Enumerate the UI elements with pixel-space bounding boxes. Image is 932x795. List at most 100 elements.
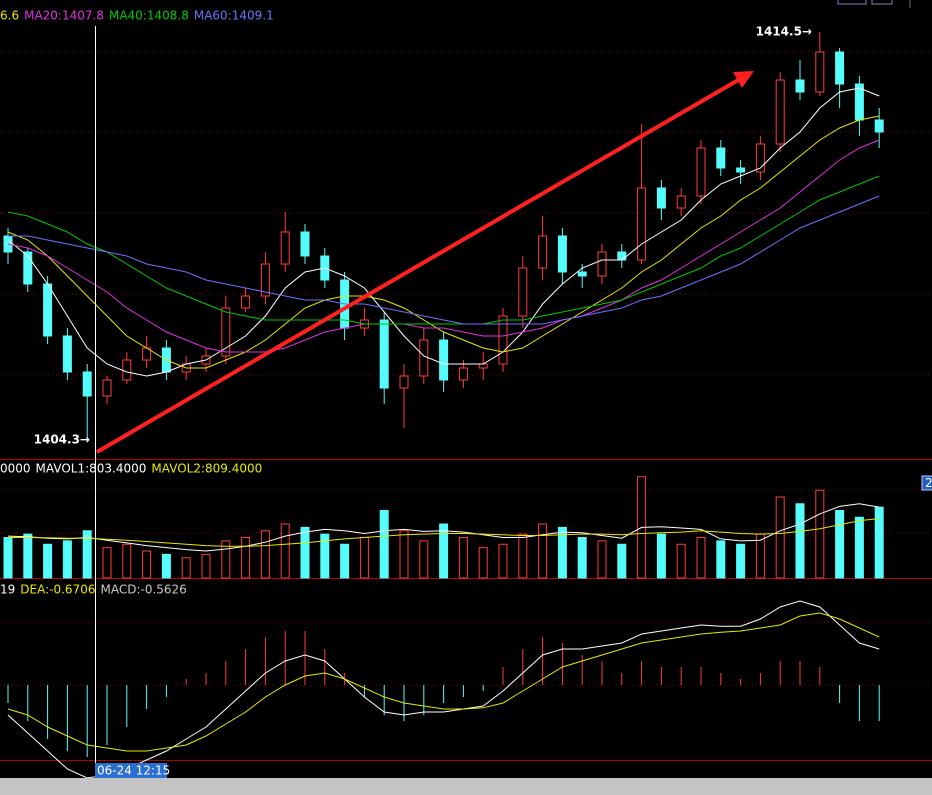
volume-bar — [854, 516, 864, 579]
candle-body — [43, 283, 53, 337]
candle-body — [597, 251, 607, 277]
candle-body — [874, 119, 884, 133]
volume-bar — [340, 543, 350, 579]
volume-bar — [102, 547, 112, 579]
indicator-line — [7, 139, 880, 353]
candle-body — [795, 79, 805, 93]
volume-bar — [142, 550, 152, 579]
indicator-line — [7, 87, 880, 377]
candle-body — [518, 267, 528, 317]
volume-bar — [280, 523, 290, 579]
volume-bar — [617, 543, 627, 579]
plot-area: 1414.5→ 1404.3→ — [3, 25, 884, 779]
legend-entry: MAVOL1:803.4000 — [36, 462, 147, 476]
volume-bar — [82, 530, 92, 579]
volume-bar — [161, 553, 171, 579]
legend-entry: MA60:1409.1 — [194, 9, 274, 23]
volume-bar — [300, 526, 310, 579]
volume-bar — [439, 523, 449, 579]
volume-bar — [221, 540, 231, 579]
trend-arrow — [95, 71, 754, 454]
candle-body — [478, 363, 488, 369]
toolbar-icon[interactable] — [871, 0, 893, 5]
indicator-line — [7, 612, 880, 752]
volume-bar — [577, 537, 587, 579]
volume-bar — [359, 537, 369, 579]
volume-bar — [241, 537, 251, 579]
toolbar-icon[interactable] — [837, 0, 867, 5]
indicator-line — [8, 518, 880, 547]
volume-bar — [557, 526, 567, 579]
candle-body — [617, 251, 627, 261]
cursor-date-box — [95, 763, 167, 778]
legend-entry: MA40:1408.8 — [109, 9, 189, 23]
volume-bar — [597, 540, 607, 579]
arrow-head — [733, 71, 754, 88]
candle-body — [379, 319, 389, 389]
indicator-line — [7, 175, 880, 325]
scroll-box[interactable] — [921, 475, 932, 491]
volume-bar — [835, 510, 845, 579]
volume-bar — [696, 537, 706, 579]
candle-body — [815, 51, 825, 93]
legend-entry: MA20:1407.8 — [24, 9, 104, 23]
legend-entry: 19 — [0, 583, 15, 597]
volume-bar — [656, 533, 666, 579]
volume-bar — [23, 533, 33, 579]
indicator-line — [7, 115, 880, 369]
candle-body — [419, 339, 429, 377]
candle-body — [557, 235, 567, 273]
candle-body — [221, 307, 231, 357]
candle-body — [736, 167, 746, 173]
volume-bar — [518, 533, 528, 579]
price-annotation: 1404.3→ — [34, 433, 90, 447]
candle-body — [696, 147, 706, 197]
volume-bar — [419, 540, 429, 579]
volume-bar — [62, 540, 72, 579]
candle-body — [300, 231, 310, 257]
volume-bar — [478, 547, 488, 579]
volume-bar — [676, 543, 686, 579]
indicator-line — [7, 600, 880, 779]
candle-body — [62, 335, 72, 373]
legend-entry: MAVOL2:809.4000 — [151, 462, 262, 476]
candle-body — [676, 195, 686, 209]
volume-bar — [260, 530, 270, 579]
volume-bar — [775, 496, 785, 579]
cursor-date: 06-24 12:15 — [97, 764, 170, 778]
candle-body — [458, 367, 468, 381]
volume-bar — [181, 557, 191, 579]
legend-background — [0, 0, 932, 26]
volume-bar — [716, 540, 726, 579]
scroll-label[interactable]: 2 — [925, 476, 932, 490]
volume-bar — [458, 537, 468, 579]
candle-body — [755, 143, 765, 173]
candle-body — [23, 251, 33, 285]
indicator-line — [8, 195, 880, 325]
legend-entry: DEA:-0.6706 — [20, 583, 95, 597]
volume-bar — [736, 543, 746, 579]
volume-bar — [43, 543, 53, 579]
candle-body — [82, 371, 92, 397]
volume-bar — [538, 523, 548, 579]
legend-entry: MACD:-0.5626 — [100, 583, 186, 597]
candle-body — [637, 187, 647, 261]
candle-body — [122, 359, 132, 381]
volume-bar — [379, 510, 389, 579]
legend-entry: 0000 — [0, 462, 31, 476]
candle-body — [716, 147, 726, 169]
legend-entry: 6.6 — [0, 9, 19, 23]
volume-bar — [122, 543, 132, 579]
candle-body — [241, 295, 251, 309]
price-annotation: 1414.5→ — [756, 25, 812, 39]
volume-bar — [201, 553, 211, 579]
legends: 6.6 MA20:1407.8 MA40:1408.8 MA60:1409.1 0000… — [0, 9, 274, 597]
candle-body — [577, 271, 587, 277]
arrow-shaft — [95, 77, 742, 454]
volume-bar — [815, 489, 825, 579]
candle-body — [656, 187, 666, 209]
candle-body — [835, 51, 845, 85]
